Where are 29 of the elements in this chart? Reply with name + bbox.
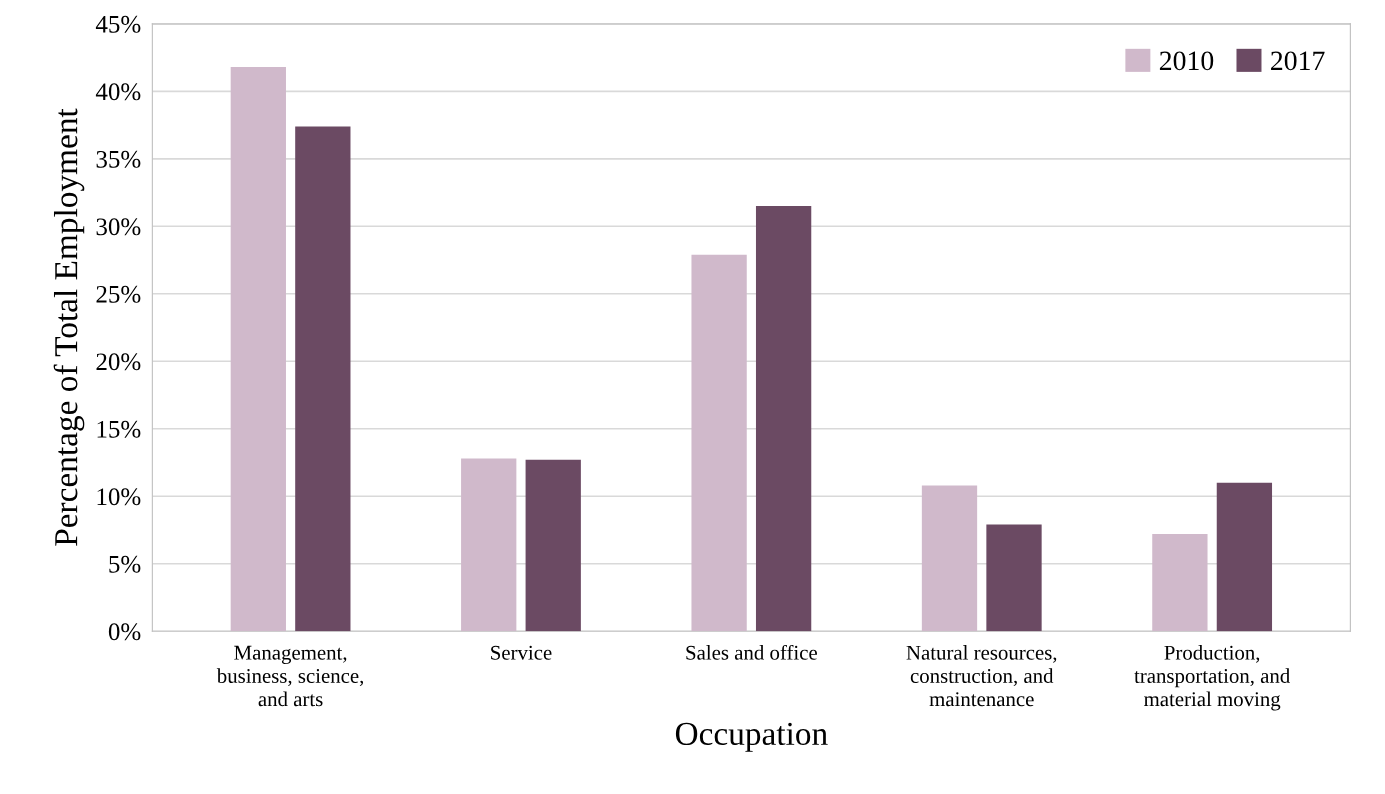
- y-axis-title: Percentage of Total Employment: [53, 108, 85, 546]
- y-tick-label: 25%: [96, 285, 141, 303]
- x-tick-label: Sales and office: [686, 644, 817, 660]
- bar: [691, 254, 747, 632]
- bar: [525, 459, 581, 632]
- y-tick-label: 40%: [95, 83, 141, 101]
- y-tick-label: 10%: [97, 488, 141, 506]
- x-tick-label: Production, transportation, and material moving: [1134, 645, 1290, 711]
- bar: [461, 458, 517, 632]
- legend-label: 2017: [1271, 51, 1325, 71]
- bar: [986, 524, 1042, 632]
- y-tick-label: 35%: [96, 150, 141, 168]
- y-tick-label: 45%: [95, 15, 141, 33]
- x-tick-label: Management, business, science, and arts: [216, 645, 364, 707]
- y-tick-label: 30%: [96, 218, 141, 236]
- x-axis-title: Occupation: [675, 722, 828, 752]
- bar: [921, 485, 978, 632]
- x-tick-label: Service: [491, 645, 552, 660]
- bar: [1152, 534, 1208, 632]
- x-tick-label: Natural resources, construction, and maintenance: [906, 645, 1057, 707]
- legend-label: 2010: [1159, 51, 1214, 71]
- y-tick-label: 0%: [108, 623, 141, 641]
- bar: [755, 206, 812, 632]
- bar: [295, 126, 351, 632]
- bar: [1216, 482, 1273, 632]
- y-tick-label: 5%: [109, 555, 141, 573]
- y-tick-label: 20%: [96, 353, 141, 371]
- bar: [230, 67, 286, 632]
- y-tick-label: 15%: [97, 420, 141, 438]
